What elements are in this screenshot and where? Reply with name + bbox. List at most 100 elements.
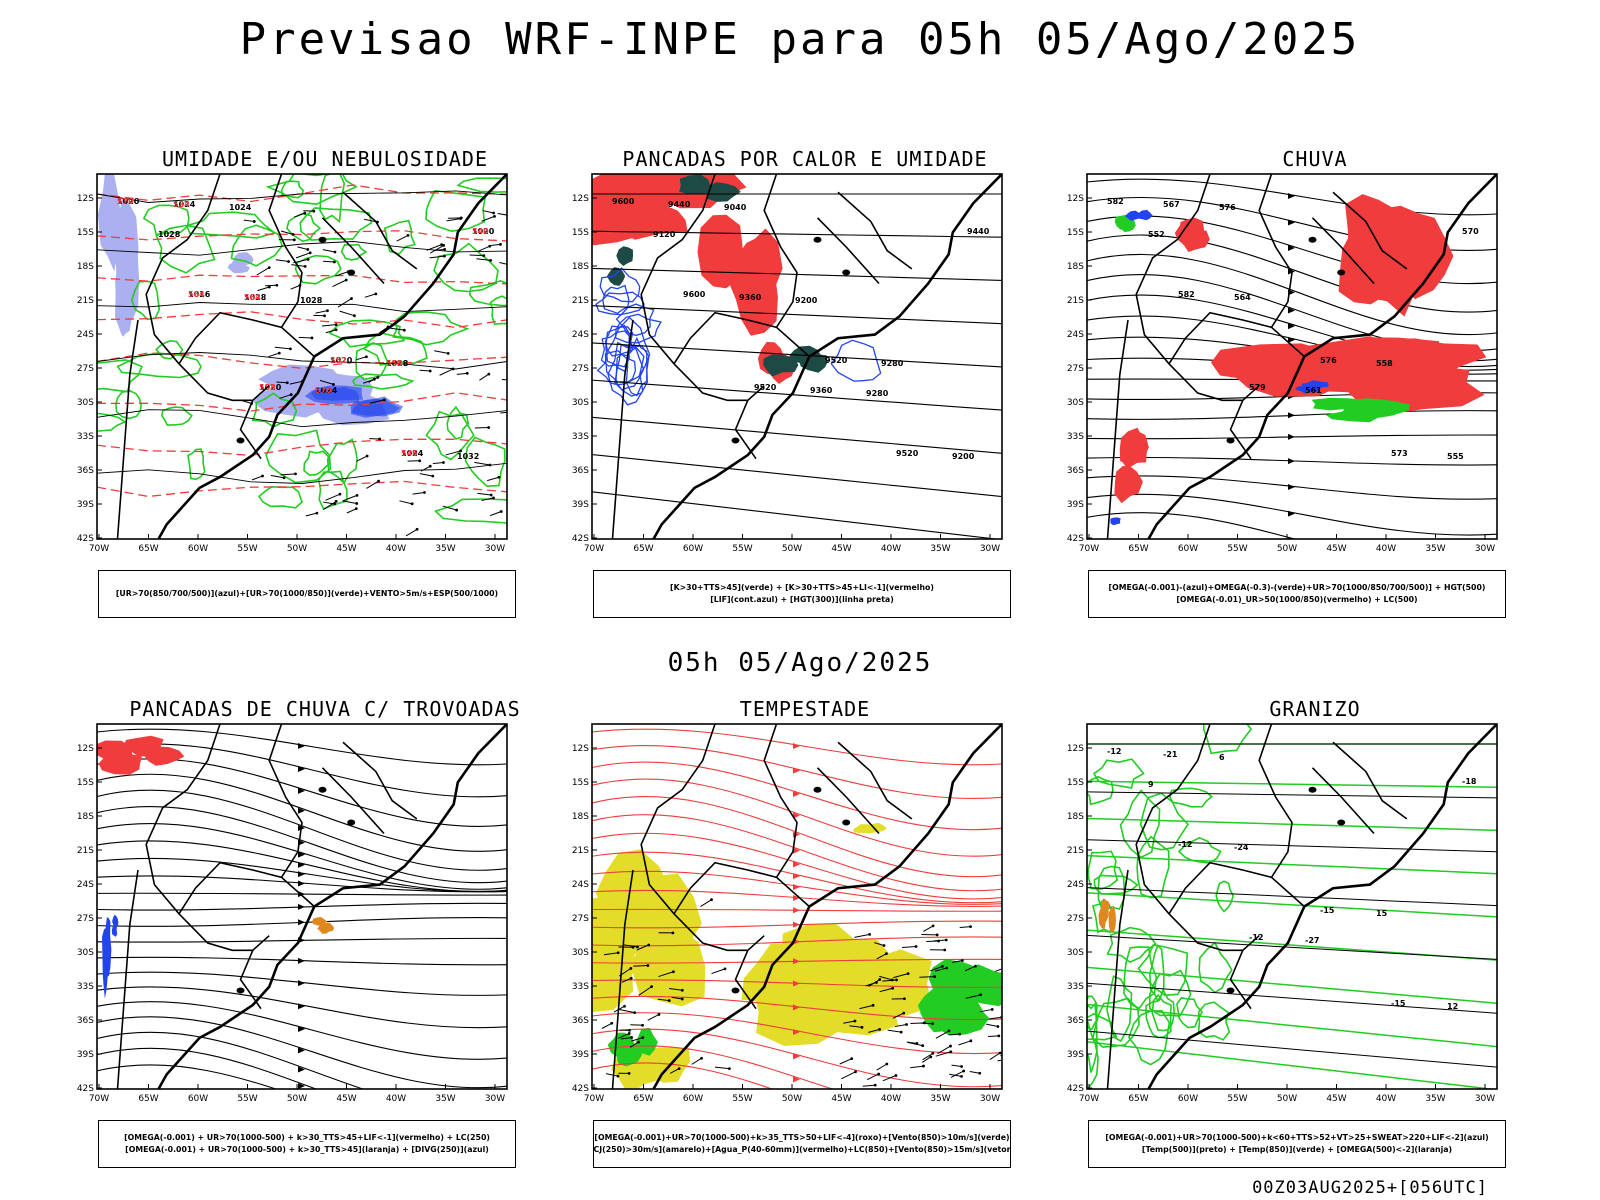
shaded-region — [350, 398, 400, 418]
border-line — [611, 319, 634, 539]
wind-vector-head — [289, 393, 293, 396]
wind-vector — [419, 369, 431, 372]
lat-tick-label: 15S — [572, 778, 589, 788]
wind-vector-head — [933, 975, 937, 979]
wind-vector — [442, 505, 457, 511]
lake — [1337, 819, 1346, 826]
streamline-arrow — [793, 767, 800, 774]
wind-vector — [439, 368, 454, 376]
temp850-contour — [1087, 850, 1119, 890]
wind-vector-head — [637, 1040, 641, 1044]
wind-vector — [297, 246, 308, 250]
map-body: 9600 9600 9520 9520 9520 9440 9440 9360 9360 9280… — [592, 174, 1002, 539]
wind-vector — [295, 252, 311, 259]
contour-label: 9 — [1148, 780, 1154, 789]
wind-vector-head — [354, 507, 358, 511]
wind-vector — [486, 476, 500, 482]
wind-vector — [841, 1071, 856, 1080]
wind-vector — [907, 1041, 923, 1047]
wind-vector — [432, 461, 444, 465]
wind-vector — [469, 254, 484, 257]
humidity-contour — [303, 450, 331, 477]
wind-vector — [276, 381, 288, 384]
contour-label: 558 — [1376, 359, 1393, 368]
contour-label: 570 — [315, 386, 332, 395]
wind-vector-head — [355, 493, 359, 497]
coastline-group — [1106, 724, 1497, 1089]
border-line — [268, 724, 303, 878]
wind-vector — [355, 356, 367, 361]
wind-vector — [319, 379, 334, 385]
contour-label: 9440 — [967, 227, 990, 236]
wind-vector — [434, 350, 449, 354]
wind-vector — [994, 968, 1002, 972]
streamline-arrow — [298, 787, 305, 794]
wind-vector — [631, 1037, 643, 1042]
wind-vector — [322, 249, 336, 253]
map-body — [592, 724, 1008, 1089]
humidity-contour — [425, 189, 487, 233]
lat-tick-label: 36S — [572, 1016, 589, 1026]
wind-vector-head — [374, 292, 378, 296]
streamline-arrow — [793, 791, 800, 798]
wind-vector-head — [294, 472, 297, 476]
wind-vector — [623, 944, 638, 948]
shaded-region — [102, 933, 109, 999]
shaded-region — [1119, 427, 1147, 466]
panel-title: UMIDADE E/OU NEBULOSIDADE — [161, 147, 489, 171]
lake — [1308, 786, 1317, 793]
wind-vector-head — [440, 243, 443, 247]
wind-vector — [426, 244, 442, 251]
shaded-region — [1174, 220, 1202, 245]
wind-vector — [390, 327, 405, 331]
wind-vector-head — [997, 1034, 1001, 1038]
humidity-contour — [265, 429, 332, 484]
map-body: 1020 1016 1020 1020 1024 1020 1024 1028 1024 1028… — [97, 174, 507, 539]
lon-tick-label: 60W — [683, 1094, 703, 1104]
lon-tick-label: 45W — [336, 544, 356, 554]
wind-vector — [429, 244, 444, 254]
contour-label: 1028 — [244, 293, 267, 302]
shaded-group — [304, 385, 403, 418]
temp850-contour — [1087, 1013, 1118, 1041]
contour-line — [97, 352, 507, 369]
wind-vector-head — [1005, 966, 1008, 969]
border-line — [321, 767, 385, 835]
streamline-arrow — [1288, 412, 1295, 419]
humidity-contour — [433, 498, 507, 524]
shaded-group — [1114, 214, 1410, 423]
humidity-contour — [363, 331, 428, 366]
humidity-contour — [265, 174, 358, 206]
shaded-region — [1301, 381, 1325, 390]
streamline — [592, 778, 1002, 857]
wind-vector — [433, 248, 445, 252]
wind-vector-head — [947, 1029, 951, 1033]
humidity-contour — [319, 174, 346, 224]
wind-vector — [985, 1023, 998, 1027]
streamline-arrow — [298, 871, 305, 878]
wind-vector-head — [303, 211, 307, 215]
wind-vector-head — [877, 1072, 881, 1076]
humidity-contour — [383, 219, 416, 255]
lon-tick-label: 40W — [1376, 544, 1396, 554]
lake — [1337, 269, 1346, 276]
contour-line — [1087, 1003, 1497, 1048]
wind-vector-head — [303, 264, 307, 268]
wind-vector — [339, 310, 355, 317]
contour-label: -24 — [1234, 843, 1249, 852]
wind-vector — [892, 1012, 904, 1019]
lon-tick-label: 30W — [485, 544, 505, 554]
wind-vector-head — [323, 314, 326, 318]
lat-tick-label: 27S — [77, 914, 94, 924]
lon-tick-label: 55W — [1227, 1094, 1247, 1104]
plot-frame — [96, 723, 508, 1090]
wind-vector-head — [446, 351, 450, 355]
shaded-region — [679, 174, 711, 195]
contour-label: 1020 — [259, 383, 282, 392]
wind-vector — [481, 215, 495, 222]
